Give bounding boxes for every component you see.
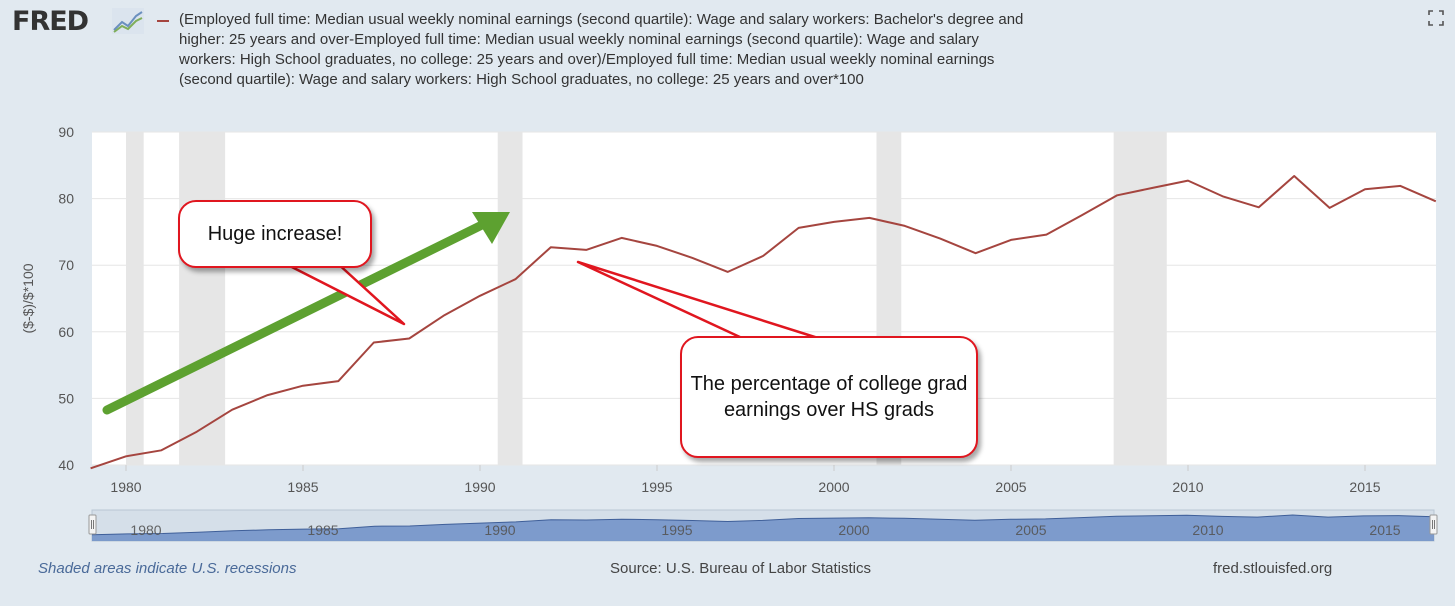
- y-tick-label: 90: [58, 124, 74, 140]
- increase-arrow-head: [472, 212, 510, 244]
- y-tick-label: 60: [58, 324, 74, 340]
- navigator-handle-right[interactable]: [1429, 514, 1438, 535]
- legend-swatch: [157, 20, 169, 22]
- navigator-handle-left[interactable]: [88, 514, 97, 535]
- navigator-series-line: [91, 514, 1435, 536]
- recession-band: [497, 132, 523, 465]
- annotation-huge-increase: Huge increase!: [178, 200, 372, 268]
- recession-note[interactable]: Shaded areas indicate U.S. recessions: [38, 560, 297, 577]
- navigator-label: 1985: [307, 522, 338, 538]
- x-tick-label: 1980: [110, 479, 141, 495]
- navigator-label: 2015: [1369, 522, 1400, 538]
- x-tick-label: 2005: [995, 479, 1026, 495]
- x-tick-label: 2015: [1349, 479, 1380, 495]
- y-tick-label: 80: [58, 191, 74, 207]
- recession-band: [179, 132, 226, 465]
- recession-band: [1113, 132, 1167, 465]
- x-tick-label: 2010: [1172, 479, 1203, 495]
- fred-logo[interactable]: FRED: [12, 6, 89, 37]
- fullscreen-icon[interactable]: [1428, 10, 1444, 26]
- navigator-label: 2010: [1192, 522, 1223, 538]
- series-line: [90, 175, 1437, 470]
- site-link[interactable]: fred.stlouisfed.org: [1213, 560, 1333, 577]
- navigator-label: 2000: [838, 522, 869, 538]
- navigator-label: 1995: [661, 522, 692, 538]
- chart-legend: (Employed full time: Median usual weekly…: [157, 10, 1037, 90]
- source-text: Source: U.S. Bureau of Labor Statistics: [610, 560, 871, 577]
- x-tick-label: 1985: [287, 479, 318, 495]
- logo-graph-icon: [112, 8, 144, 34]
- recession-band: [126, 132, 144, 465]
- x-tick-label: 2000: [818, 479, 849, 495]
- navigator-series-area: [92, 515, 1434, 541]
- navigator-label: 1990: [484, 522, 515, 538]
- annotation-percentage: The percentage of college grad earnings …: [680, 336, 978, 458]
- x-tick-label: 1995: [641, 479, 672, 495]
- y-tick-label: 70: [58, 257, 74, 273]
- navigator-label: 2005: [1015, 522, 1046, 538]
- legend-label: (Employed full time: Median usual weekly…: [179, 11, 1024, 88]
- annotation-percentage-text: The percentage of college grad earnings …: [690, 373, 968, 421]
- y-tick-label: 40: [58, 457, 74, 473]
- increase-arrow-shaft: [102, 217, 493, 415]
- navigator-label: 1980: [130, 522, 161, 538]
- y-tick-label: 50: [58, 390, 74, 406]
- x-tick-label: 1990: [464, 479, 495, 495]
- y-axis-label: ($-$)/$*100: [20, 263, 36, 333]
- annotation-huge-increase-text: Huge increase!: [207, 222, 343, 245]
